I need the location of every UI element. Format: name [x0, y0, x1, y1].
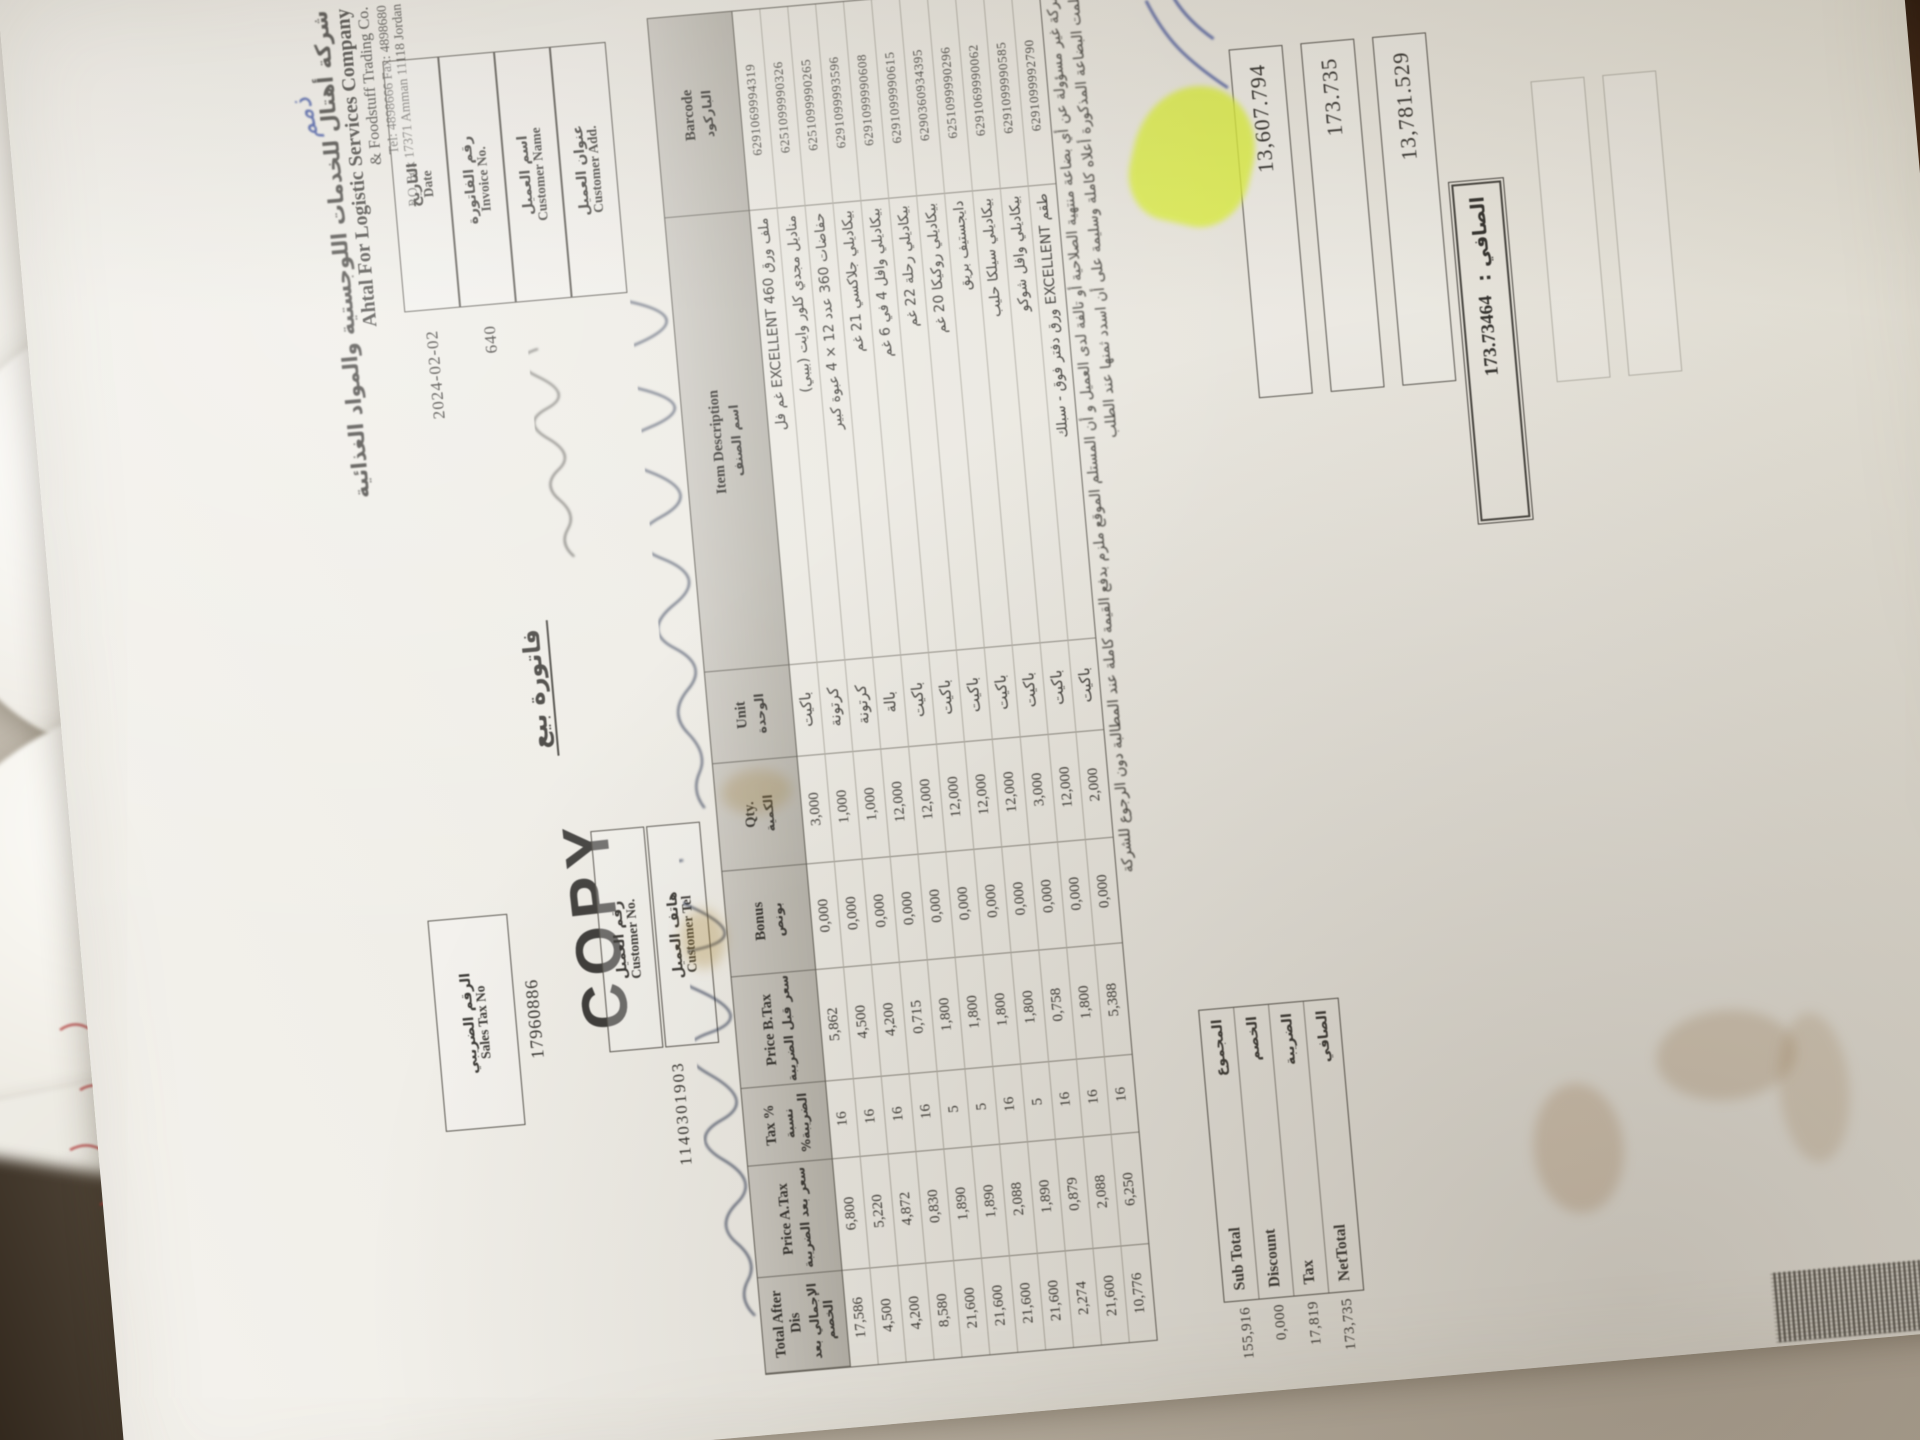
total-label-ar: الضريبة	[1278, 1012, 1300, 1066]
cell-tax-percent: 16	[1104, 1054, 1139, 1135]
balance-amount-box: 173.735	[1300, 38, 1385, 392]
barcode-graphic	[1770, 1254, 1920, 1343]
invoice-no-label-en: Invoice No.	[473, 145, 495, 213]
column-header-ar: نسبة الضريبة%	[779, 1092, 814, 1153]
balance-boxes: 13,607.794 173.735 13,781.529	[1228, 31, 1475, 399]
total-label-ar: الخصم	[1243, 1015, 1264, 1062]
total-label-en: Sub Total	[1226, 1226, 1249, 1292]
total-label-en: NetTotal	[1331, 1223, 1354, 1282]
stain-1	[1528, 1079, 1630, 1217]
total-label-en: Tax	[1299, 1259, 1319, 1285]
signature-box-2	[1602, 70, 1683, 376]
invoice-title: فاتورة بيع	[515, 619, 560, 759]
column-header-ar: الإجمالي بعد الخصم	[803, 1282, 839, 1360]
sales-tax-no-box: الرقم الضريبي Sales Tax No	[427, 913, 526, 1132]
column-header: Barcode الباركود	[647, 11, 749, 219]
invoice-no-value: 640	[479, 324, 502, 355]
stain-3	[1772, 1009, 1856, 1166]
balance-amount-box: 13,781.529	[1372, 32, 1457, 386]
stain-2	[1652, 1004, 1800, 1106]
total-label-ar: المجموع	[1209, 1018, 1230, 1078]
signature-box-1	[1530, 76, 1611, 383]
column-header: Unit الوحدة	[704, 665, 797, 765]
blue-pen-mark	[1144, 0, 1229, 90]
column-header: Price A.Tax سعر بعد الضريبة	[748, 1159, 842, 1279]
column-header: Bonus بونص	[722, 864, 816, 978]
totals-values: 155,916 0,000 17,819 173,735	[1228, 1297, 1371, 1393]
column-header: Tax % نسبة الضريبة%	[741, 1081, 832, 1167]
column-header: Total After Dis الإجمالي بعد الخصم	[757, 1270, 850, 1374]
net-total-label: الصافي :	[1466, 195, 1496, 283]
total-label-en: Discount	[1261, 1228, 1284, 1288]
customer-name-handwriting	[525, 347, 575, 558]
column-header: Price B.Tax سعر قبل الضريبة	[731, 970, 825, 1090]
total-label-ar: الصافي	[1313, 1009, 1335, 1064]
totals-labels-box: Sub Total المجموع Discount الخصم Tax الض…	[1198, 997, 1365, 1303]
sales-tax-value: 17960886	[520, 978, 548, 1060]
total-value: 173,735	[1338, 1297, 1360, 1351]
date-label-en: Date	[419, 169, 437, 198]
net-total-value: 173.73464	[1475, 294, 1503, 377]
column-header-en: Total After Dis	[768, 1289, 805, 1359]
